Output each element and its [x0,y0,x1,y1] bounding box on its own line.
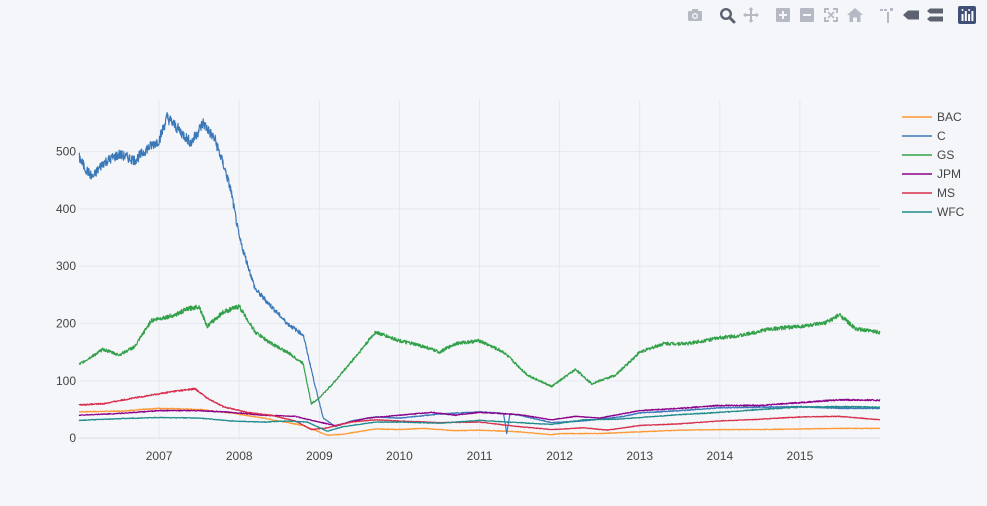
legend-label: GS [937,148,954,162]
plus-square-icon [774,6,792,24]
x-tick-label: 2007 [146,449,173,463]
x-tick-label: 2015 [787,449,814,463]
grid [79,100,880,441]
autoscale-button[interactable] [822,6,840,24]
y-tick-label: 400 [56,202,76,216]
y-tick-label: 300 [56,259,76,273]
magnifier-icon [718,6,736,24]
hover-compare-button[interactable] [926,6,944,24]
plotly-logo-icon [958,6,976,24]
pan-button[interactable] [742,6,760,24]
y-tick-label: 100 [56,374,76,388]
y-axis: 0 100 200 300 400 500 [56,145,76,446]
y-tick-label: 0 [69,431,76,445]
legend-item-gs[interactable]: GS [902,148,954,162]
zoom-button[interactable] [718,6,736,24]
legend-label: BAC [937,110,962,124]
y-tick-label: 200 [56,317,76,331]
autoscale-icon [822,6,840,24]
x-tick-label: 2010 [386,449,413,463]
camera-icon [686,6,704,24]
spike-icon [878,6,896,24]
legend-item-bac[interactable]: BAC [902,110,962,124]
plotly-logo-button[interactable] [958,6,976,24]
download-plot-button[interactable] [686,6,704,24]
reset-axes-button[interactable] [846,6,864,24]
x-tick-label: 2013 [626,449,653,463]
legend-label: C [937,129,946,143]
home-icon [846,6,864,24]
x-tick-label: 2014 [706,449,733,463]
x-tick-label: 2011 [467,449,493,463]
legend-item-wfc[interactable]: WFC [902,205,965,219]
y-tick-label: 500 [56,145,76,159]
move-arrows-icon [742,6,760,24]
toggle-spike-lines-button[interactable] [878,6,896,24]
legend: BAC C GS JPM MS WFC [902,110,965,219]
legend-item-jpm[interactable]: JPM [902,167,961,181]
legend-label: WFC [937,205,965,219]
hover-closest-button[interactable] [902,6,920,24]
zoom-out-button[interactable] [798,6,816,24]
x-axis: 2007 2008 2009 2010 2011 2012 2013 2014 2015 [146,449,814,463]
x-tick-label: 2009 [306,449,333,463]
x-tick-label: 2012 [546,449,573,463]
x-tick-label: 2008 [226,449,253,463]
legend-item-c[interactable]: C [902,129,946,143]
legend-label: MS [937,186,955,200]
hover-closest-icon [902,6,920,24]
minus-square-icon [798,6,816,24]
hover-compare-icon [926,6,944,24]
legend-item-ms[interactable]: MS [902,186,955,200]
zoom-in-button[interactable] [774,6,792,24]
legend-label: JPM [937,167,961,181]
